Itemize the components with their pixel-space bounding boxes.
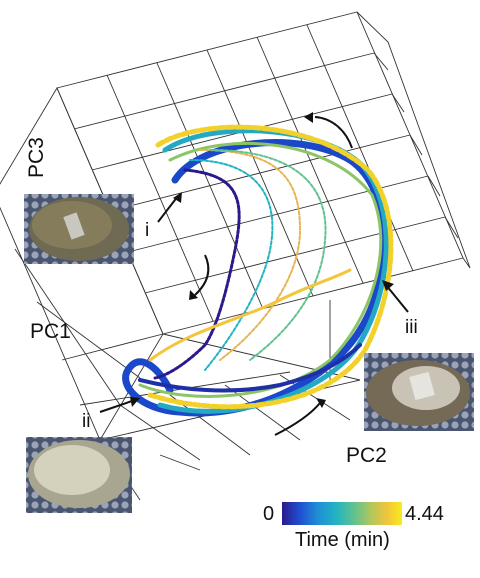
axis-label-pc3: PC3 xyxy=(25,137,48,178)
trajectory-outer-dark xyxy=(122,139,388,417)
colorbar-max-label: 4.44 xyxy=(405,503,444,525)
axis-label-pc2: PC2 xyxy=(346,444,387,467)
trajectory xyxy=(122,124,394,417)
trajectory-outer-yellow xyxy=(147,124,394,410)
arrows xyxy=(99,112,409,436)
trajectory-inner-navy xyxy=(153,168,241,380)
trajectory-inner-green xyxy=(209,149,327,361)
arrow-top xyxy=(314,116,353,149)
trajectory-outer-teal xyxy=(157,128,389,414)
arrow-ii xyxy=(99,399,136,413)
trajectory-lower-yellow xyxy=(148,268,352,362)
trajectory-lower-navy xyxy=(138,343,362,393)
annotation-ii: ii xyxy=(82,411,90,432)
trajectory-inner-orange xyxy=(199,149,302,361)
annotation-iii: iii xyxy=(405,317,418,338)
inset-image-right xyxy=(364,353,474,431)
trajectory-inner-teal xyxy=(189,159,274,371)
colorbar-title: Time (min) xyxy=(295,529,390,551)
trajectory-mid-green xyxy=(138,141,383,398)
arrow-i xyxy=(157,195,179,223)
axis-label-pc1: PC1 xyxy=(30,320,71,343)
inset-image-bottom xyxy=(26,437,132,513)
colorbar-min-label: 0 xyxy=(263,503,274,525)
arrow-iii xyxy=(385,284,409,313)
annotation-i: i xyxy=(145,220,149,241)
arrow-left xyxy=(194,254,210,296)
arrow-bottom xyxy=(274,402,321,436)
inset-image-top xyxy=(24,194,134,264)
colorbar-gradient xyxy=(282,502,402,525)
colorbar: 0 4.44 Time (min) xyxy=(263,502,444,551)
